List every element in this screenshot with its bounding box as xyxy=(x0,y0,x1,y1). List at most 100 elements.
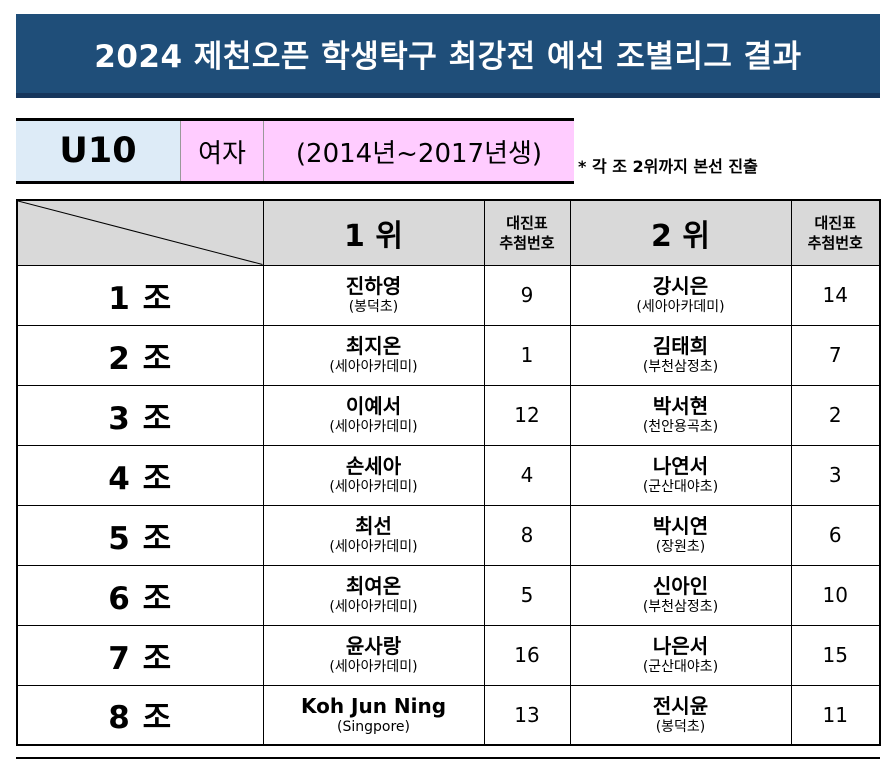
player-name: 윤사랑 xyxy=(345,634,402,658)
table-row: 7 조 윤사랑 (세아아카데미) 16 나은서 (군산대야초) 15 xyxy=(16,624,881,686)
second-draw-number: 11 xyxy=(790,684,881,746)
player-club: (세아아카데미) xyxy=(636,299,725,315)
second-place-player: 나연서 (군산대야초) xyxy=(569,444,792,506)
group-label: 7 조 xyxy=(16,624,264,686)
player-name: 이예서 xyxy=(345,394,402,418)
first-draw-number: 9 xyxy=(483,264,571,326)
second-place-player: 박시연 (장원초) xyxy=(569,504,792,566)
corner-cell xyxy=(16,199,264,266)
diagonal-line xyxy=(18,201,263,265)
table-row: 3 조 이예서 (세아아카데미) 12 박서현 (천안용곡초) 2 xyxy=(16,384,881,446)
table-row: 8 조 Koh Jun Ning (Singpore) 13 전시윤 (봉덕초) 11 xyxy=(16,684,881,746)
header-draw-line1: 대진표 xyxy=(814,213,856,232)
first-draw-number: 16 xyxy=(483,624,571,686)
table-row: 5 조 최선 (세아아카데미) 8 박시연 (장원초) 6 xyxy=(16,504,881,566)
player-club: (천안용곡초) xyxy=(642,419,719,435)
first-draw-number: 13 xyxy=(483,684,571,746)
results-table: 1 위 대진표 추첨번호 2 위 대진표 추첨번호 1 조 진하영 (봉덕초) 9 강시… xyxy=(16,199,881,746)
player-name: 신아인 xyxy=(652,574,709,598)
header-draw-line1: 대진표 xyxy=(506,213,548,232)
player-name: 손세아 xyxy=(345,454,402,478)
header-draw-line2: 추첨번호 xyxy=(807,233,863,252)
player-name: Koh Jun Ning xyxy=(300,693,447,718)
player-name: 김태희 xyxy=(652,334,709,358)
first-place-player: 최지온 (세아아카데미) xyxy=(262,324,485,386)
first-draw-number: 1 xyxy=(483,324,571,386)
player-club: (봉덕초) xyxy=(348,299,399,315)
player-club: (부천삼정초) xyxy=(642,359,719,375)
second-draw-number: 14 xyxy=(790,264,881,326)
header-second-place: 2 위 xyxy=(569,199,792,266)
player-club: (군산대야초) xyxy=(642,659,719,675)
first-place-player: 진하영 (봉덕초) xyxy=(262,264,485,326)
player-name: 박서현 xyxy=(652,394,709,418)
second-draw-number: 10 xyxy=(790,564,881,626)
group-label: 8 조 xyxy=(16,684,264,746)
age-category: U10 xyxy=(16,121,181,181)
second-draw-number: 3 xyxy=(790,444,881,506)
table-row: 4 조 손세아 (세아아카데미) 4 나연서 (군산대야초) 3 xyxy=(16,444,881,506)
player-club: (부천삼정초) xyxy=(642,599,719,615)
group-label: 1 조 xyxy=(16,264,264,326)
second-place-player: 신아인 (부천삼정초) xyxy=(569,564,792,626)
bottom-rule xyxy=(16,757,880,759)
first-place-player: 최여온 (세아아카데미) xyxy=(262,564,485,626)
player-name: 최선 xyxy=(355,514,392,538)
group-label: 3 조 xyxy=(16,384,264,446)
player-name: 나은서 xyxy=(652,634,709,658)
player-club: (군산대야초) xyxy=(642,479,719,495)
player-club: (세아아카데미) xyxy=(329,359,418,375)
player-club: (세아아카데미) xyxy=(329,419,418,435)
group-label: 2 조 xyxy=(16,324,264,386)
page-title: 2024 제천오픈 학생탁구 최강전 예선 조별리그 결과 xyxy=(94,39,802,75)
second-draw-number: 2 xyxy=(790,384,881,446)
second-draw-number: 15 xyxy=(790,624,881,686)
player-club: (장원초) xyxy=(655,539,706,555)
second-place-player: 나은서 (군산대야초) xyxy=(569,624,792,686)
player-club: (세아아카데미) xyxy=(329,479,418,495)
second-draw-number: 6 xyxy=(790,504,881,566)
player-name: 박시연 xyxy=(652,514,709,538)
advancement-note: * 각 조 2위까지 본선 진출 xyxy=(578,157,758,176)
birth-years: (2014년~2017년생) xyxy=(264,121,574,181)
header-draw-number-second: 대진표 추첨번호 xyxy=(790,199,881,266)
player-name: 진하영 xyxy=(345,274,402,298)
title-banner: 2024 제천오픈 학생탁구 최강전 예선 조별리그 결과 xyxy=(16,14,880,98)
gender-category: 여자 xyxy=(181,121,264,181)
second-place-player: 강시은 (세아아카데미) xyxy=(569,264,792,326)
first-place-player: Koh Jun Ning (Singpore) xyxy=(262,684,485,746)
header-draw-line2: 추첨번호 xyxy=(499,233,555,252)
first-place-player: 이예서 (세아아카데미) xyxy=(262,384,485,446)
first-draw-number: 12 xyxy=(483,384,571,446)
header-draw-number-first: 대진표 추첨번호 xyxy=(483,199,571,266)
player-name: 최여온 xyxy=(345,574,402,598)
header-first-place: 1 위 xyxy=(262,199,485,266)
table-row: 1 조 진하영 (봉덕초) 9 강시은 (세아아카데미) 14 xyxy=(16,264,881,326)
player-name: 최지온 xyxy=(345,334,402,358)
second-place-player: 박서현 (천안용곡초) xyxy=(569,384,792,446)
second-draw-number: 7 xyxy=(790,324,881,386)
player-club: (세아아카데미) xyxy=(329,539,418,555)
first-draw-number: 4 xyxy=(483,444,571,506)
table-header-row: 1 위 대진표 추첨번호 2 위 대진표 추첨번호 xyxy=(16,199,881,266)
first-place-player: 손세아 (세아아카데미) xyxy=(262,444,485,506)
first-draw-number: 8 xyxy=(483,504,571,566)
player-name: 강시은 xyxy=(652,274,709,298)
first-place-player: 윤사랑 (세아아카데미) xyxy=(262,624,485,686)
table-row: 6 조 최여온 (세아아카데미) 5 신아인 (부천삼정초) 10 xyxy=(16,564,881,626)
player-club: (Singpore) xyxy=(337,718,410,735)
second-place-player: 전시윤 (봉덕초) xyxy=(569,684,792,746)
first-place-player: 최선 (세아아카데미) xyxy=(262,504,485,566)
group-label: 6 조 xyxy=(16,564,264,626)
player-club: (세아아카데미) xyxy=(329,599,418,615)
player-club: (세아아카데미) xyxy=(329,659,418,675)
player-club: (봉덕초) xyxy=(655,718,706,735)
player-name: 전시윤 xyxy=(652,693,709,718)
group-label: 4 조 xyxy=(16,444,264,506)
group-label: 5 조 xyxy=(16,504,264,566)
table-row: 2 조 최지온 (세아아카데미) 1 김태희 (부천삼정초) 7 xyxy=(16,324,881,386)
player-name: 나연서 xyxy=(652,454,709,478)
second-place-player: 김태희 (부천삼정초) xyxy=(569,324,792,386)
first-draw-number: 5 xyxy=(483,564,571,626)
category-row: U10 여자 (2014년~2017년생) xyxy=(16,118,574,184)
